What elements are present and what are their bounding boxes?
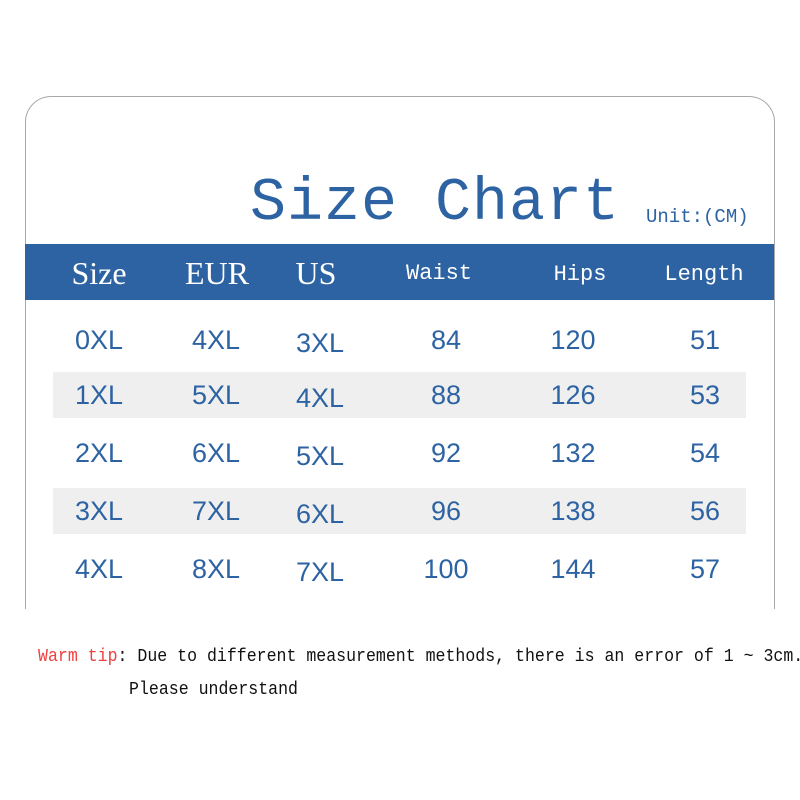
- table-row: 4XL 8XL 7XL 100 144 57: [53, 546, 746, 592]
- cell-us: 6XL: [295, 499, 345, 529]
- cell-hips: 120: [550, 325, 596, 355]
- table-header: Size EUR US Waist Hips Length: [25, 244, 774, 300]
- cell-us: 5XL: [295, 441, 345, 471]
- header-waist: Waist: [405, 261, 473, 286]
- cell-waist: 96: [430, 496, 462, 526]
- warm-tip-text: : Due to different measurement methods, …: [117, 647, 800, 667]
- cell-length: 57: [689, 554, 721, 584]
- cell-size: 3XL: [74, 496, 124, 526]
- page-title: Size Chart: [250, 170, 621, 238]
- cell-waist: 92: [430, 438, 462, 468]
- cell-size: 0XL: [74, 325, 124, 355]
- table-row: 1XL 5XL 4XL 88 126 53: [53, 372, 746, 418]
- cell-us: 4XL: [295, 383, 345, 413]
- cell-hips: 144: [550, 554, 596, 584]
- header-length: Length: [664, 262, 744, 287]
- cell-length: 54: [689, 438, 721, 468]
- header-size: Size: [71, 255, 127, 291]
- cell-size: 1XL: [74, 380, 124, 410]
- unit-label: Unit:(CM): [646, 206, 749, 228]
- cell-size: 2XL: [74, 438, 124, 468]
- warm-tip: Warm tip: Due to different measurement m…: [38, 641, 800, 674]
- card-mask: [20, 609, 780, 649]
- table-row: 3XL 7XL 6XL 96 138 56: [53, 488, 746, 534]
- cell-size: 4XL: [74, 554, 124, 584]
- cell-waist: 100: [423, 554, 469, 584]
- cell-length: 56: [689, 496, 721, 526]
- cell-hips: 126: [550, 380, 596, 410]
- cell-eur: 5XL: [191, 380, 241, 410]
- header-us: US: [295, 255, 337, 291]
- table-row: 0XL 4XL 3XL 84 120 51: [53, 317, 746, 363]
- table-row: 2XL 6XL 5XL 92 132 54: [53, 430, 746, 476]
- header-eur: EUR: [185, 255, 249, 291]
- cell-eur: 6XL: [191, 438, 241, 468]
- cell-hips: 132: [550, 438, 596, 468]
- warm-tip-label: Warm tip: [38, 647, 118, 667]
- cell-length: 53: [689, 380, 721, 410]
- cell-hips: 138: [550, 496, 596, 526]
- cell-eur: 7XL: [191, 496, 241, 526]
- cell-eur: 8XL: [191, 554, 241, 584]
- cell-us: 7XL: [295, 557, 345, 587]
- cell-waist: 88: [430, 380, 462, 410]
- cell-eur: 4XL: [191, 325, 241, 355]
- header-hips: Hips: [553, 262, 607, 287]
- cell-us: 3XL: [295, 328, 345, 358]
- cell-waist: 84: [430, 325, 462, 355]
- cell-length: 51: [689, 325, 721, 355]
- warm-tip-text-2: Please understand: [129, 680, 298, 700]
- size-chart-card: [25, 96, 775, 637]
